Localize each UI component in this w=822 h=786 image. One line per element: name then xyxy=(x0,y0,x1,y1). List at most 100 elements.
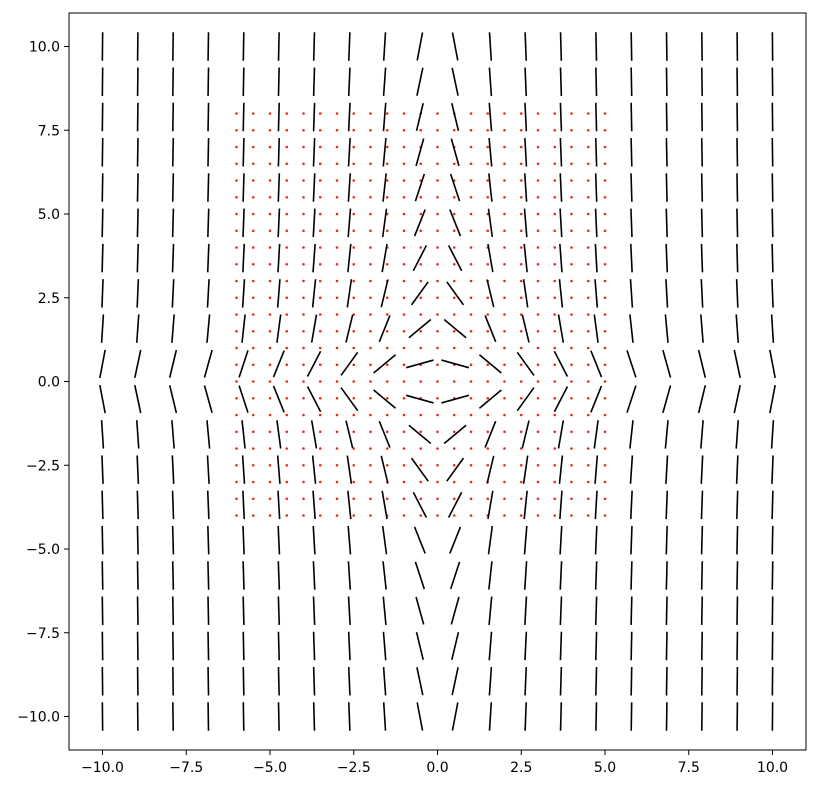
dot-point xyxy=(553,413,557,417)
dot-point xyxy=(536,246,540,249)
field-segment xyxy=(488,32,493,61)
dot-point xyxy=(369,229,372,233)
dot-point xyxy=(436,380,439,383)
dot-point xyxy=(335,413,339,417)
dot-point xyxy=(235,145,238,149)
field-segment xyxy=(451,32,459,61)
dot-point xyxy=(536,145,540,149)
dot-point xyxy=(419,212,423,216)
dot-point xyxy=(419,262,423,266)
dot-point xyxy=(302,463,305,467)
field-segment xyxy=(735,455,739,484)
x-tick-label: 0.0 xyxy=(426,760,448,776)
field-segment xyxy=(630,525,633,555)
dot-point xyxy=(469,430,473,434)
field-segment xyxy=(306,350,322,377)
dot-point xyxy=(570,262,573,266)
dot-point xyxy=(603,480,607,484)
dot-point xyxy=(503,447,506,450)
dot-point xyxy=(586,380,590,383)
field-segment xyxy=(242,208,245,238)
field-segment xyxy=(771,561,774,590)
field-segment xyxy=(101,490,104,520)
field-segment xyxy=(272,385,285,413)
field-segment xyxy=(630,173,633,202)
dot-point xyxy=(503,430,506,434)
field-segment xyxy=(312,67,316,97)
dot-point xyxy=(553,346,557,350)
dot-point xyxy=(419,447,423,450)
field-segment xyxy=(101,561,104,590)
dot-point xyxy=(235,497,238,501)
field-segment xyxy=(700,208,704,238)
field-segment xyxy=(99,349,106,379)
dot-point xyxy=(385,380,389,383)
field-segment xyxy=(487,208,494,238)
field-segment xyxy=(346,455,353,484)
field-segment xyxy=(559,525,563,555)
field-segment xyxy=(488,702,493,731)
dot-point xyxy=(318,279,322,283)
field-segment xyxy=(381,208,388,238)
dot-point xyxy=(385,413,389,417)
dot-point xyxy=(519,380,523,383)
dot-point xyxy=(318,447,322,450)
dot-point xyxy=(570,497,573,501)
dot-point xyxy=(486,162,490,166)
dot-point xyxy=(251,128,255,132)
field-segment xyxy=(697,385,707,414)
dot-point xyxy=(302,279,305,283)
dot-point xyxy=(419,229,423,233)
dot-point xyxy=(553,329,557,333)
dot-point xyxy=(268,262,272,266)
dot-point xyxy=(285,463,289,467)
dot-point xyxy=(519,179,523,182)
dot-point xyxy=(402,380,406,383)
dot-point xyxy=(318,246,322,249)
field-segment xyxy=(238,385,249,413)
field-segment xyxy=(347,561,352,590)
field-segment xyxy=(771,279,774,308)
field-segment xyxy=(346,279,353,308)
field-segment xyxy=(700,243,704,273)
field-segment xyxy=(559,243,563,273)
field-segment xyxy=(553,386,569,413)
dot-point xyxy=(553,112,557,115)
dot-point xyxy=(335,112,339,115)
dot-point xyxy=(268,179,272,182)
dot-point xyxy=(251,145,255,149)
dot-point xyxy=(352,346,356,350)
dot-point xyxy=(436,413,439,417)
dot-point xyxy=(285,346,289,350)
field-segment xyxy=(488,561,493,590)
field-segment xyxy=(559,596,563,625)
dot-point xyxy=(553,279,557,283)
dot-point xyxy=(302,380,305,383)
dot-point xyxy=(570,514,573,517)
dot-point xyxy=(603,380,607,383)
dot-point xyxy=(553,363,557,367)
dot-point xyxy=(419,162,423,166)
dot-point xyxy=(235,363,238,367)
dot-point xyxy=(369,413,372,417)
field-segment xyxy=(769,384,776,414)
field-segment xyxy=(594,279,599,308)
dot-point xyxy=(603,246,607,249)
dot-point xyxy=(335,212,339,216)
field-segment xyxy=(413,209,426,237)
field-segment xyxy=(630,67,633,97)
field-segment xyxy=(405,394,434,404)
dot-point xyxy=(402,296,406,300)
dot-point xyxy=(285,447,289,450)
dot-point xyxy=(469,212,473,216)
dot-point xyxy=(318,212,322,216)
dot-point xyxy=(385,162,389,166)
dot-point xyxy=(503,212,506,216)
field-segment xyxy=(101,243,104,273)
dot-point xyxy=(419,514,423,517)
field-segment xyxy=(595,102,598,132)
field-segment xyxy=(101,455,104,484)
field-segment xyxy=(134,349,142,378)
dot-point xyxy=(469,380,473,383)
field-segment xyxy=(630,666,633,696)
